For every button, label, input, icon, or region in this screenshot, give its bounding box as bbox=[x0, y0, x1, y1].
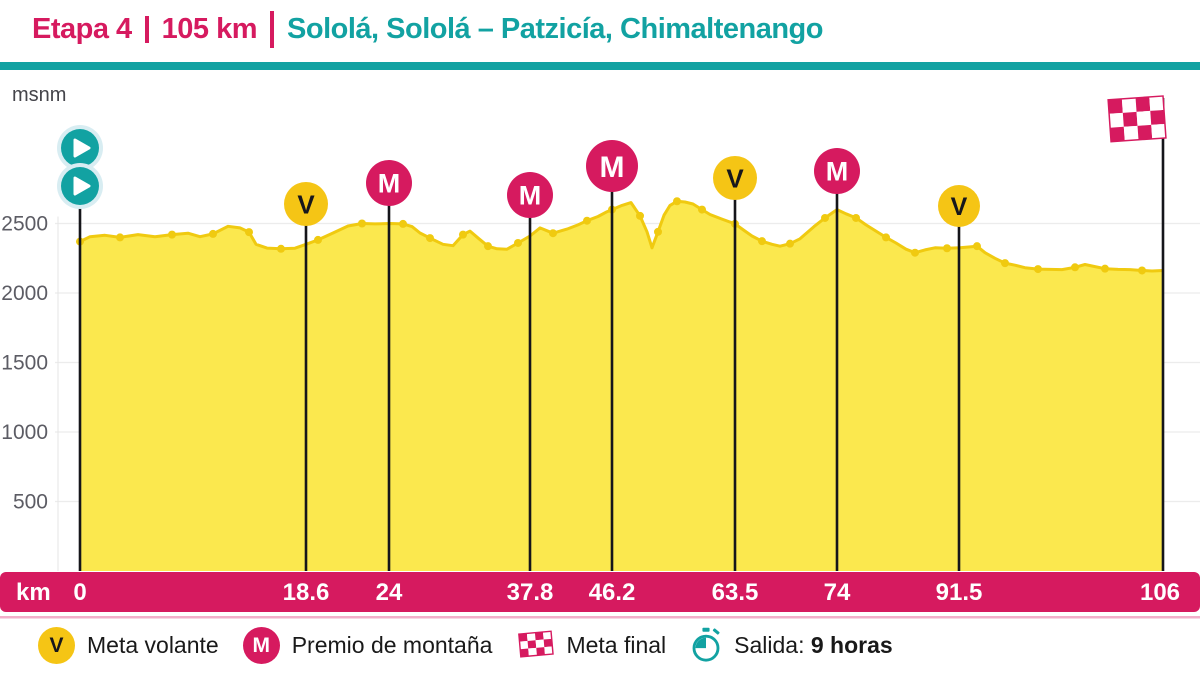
y-tick-label: 500 bbox=[13, 491, 48, 514]
svg-text:M: M bbox=[519, 181, 542, 211]
km-tick-label: 106 bbox=[1140, 579, 1180, 606]
profile-dot bbox=[911, 248, 919, 257]
profile-dot bbox=[852, 213, 860, 222]
profile-dot bbox=[358, 219, 366, 228]
profile-dot bbox=[484, 242, 492, 251]
meta-volante-marker: V bbox=[938, 185, 980, 571]
svg-text:M: M bbox=[600, 151, 625, 184]
profile-dot bbox=[116, 233, 124, 242]
y-tick-label: 2500 bbox=[1, 213, 48, 236]
stage-title: Etapa 4 bbox=[32, 13, 132, 45]
svg-text:M: M bbox=[826, 157, 849, 187]
profile-dot bbox=[673, 197, 681, 206]
header-rule bbox=[0, 62, 1200, 70]
profile-dot bbox=[549, 229, 557, 238]
premio-montana-icon: M bbox=[242, 627, 280, 664]
km-tick-label: 37.8 bbox=[507, 579, 554, 606]
km-bar bbox=[0, 572, 1200, 612]
profile-dot bbox=[1138, 266, 1146, 275]
meta-volante-marker: V bbox=[713, 156, 757, 571]
legend-meta-volante: V Meta volante bbox=[38, 627, 219, 664]
profile-dot bbox=[1001, 259, 1009, 268]
svg-text:V: V bbox=[297, 189, 315, 219]
legend-label-meta-volante: Meta volante bbox=[87, 632, 219, 658]
legend: V Meta volante M Premio de montaña Meta … bbox=[38, 627, 893, 664]
km-tick-label: 74 bbox=[824, 579, 851, 606]
y-tick-label: 1000 bbox=[1, 421, 48, 444]
premio-montana-marker: M bbox=[507, 172, 553, 571]
premio-montana-marker: M bbox=[366, 160, 412, 571]
profile-dot bbox=[654, 227, 662, 236]
profile-dot bbox=[514, 238, 522, 247]
profile-dot bbox=[1071, 263, 1079, 272]
legend-label-meta-final: Meta final bbox=[566, 632, 667, 658]
km-bar-hairline bbox=[0, 616, 1200, 619]
start-play-button[interactable] bbox=[57, 163, 103, 209]
km-tick-label: 46.2 bbox=[589, 579, 636, 606]
km-tick-label: 18.6 bbox=[283, 579, 330, 606]
legend-meta-final: Meta final bbox=[516, 629, 666, 662]
meta-volante-marker: V bbox=[284, 182, 328, 571]
profile-dot bbox=[459, 230, 467, 239]
y-tick-label: 2000 bbox=[1, 282, 48, 305]
profile-dot bbox=[943, 244, 951, 253]
svg-text:V: V bbox=[951, 193, 968, 221]
km-axis-label: km bbox=[16, 579, 51, 606]
legend-premio-montana: M Premio de montaña bbox=[242, 627, 493, 664]
stage-route: Sololá, Sololá – Patzicía, Chimaltenango bbox=[287, 13, 823, 45]
profile-dot bbox=[399, 219, 407, 228]
profile-area bbox=[80, 201, 1163, 572]
profile-dot bbox=[973, 242, 981, 251]
km-tick-label: 91.5 bbox=[936, 579, 983, 606]
header-divider bbox=[144, 16, 149, 43]
profile-dot bbox=[245, 228, 253, 237]
profile-dot bbox=[1034, 265, 1042, 274]
finish-flag-icon bbox=[1107, 95, 1167, 143]
profile-dot bbox=[698, 205, 706, 214]
legend-label-premio-montana: Premio de montaña bbox=[291, 632, 493, 658]
stage-distance: 105 km bbox=[161, 13, 258, 45]
svg-text:V: V bbox=[726, 163, 744, 193]
legend-label-salida: Salida: 9 horas bbox=[734, 632, 893, 658]
profile-dot bbox=[758, 237, 766, 246]
stopwatch-icon bbox=[692, 627, 720, 662]
km-tick-label: 63.5 bbox=[712, 579, 759, 606]
header: Etapa 4 105 km Sololá, Sololá – Patzicía… bbox=[32, 11, 823, 48]
profile-dot bbox=[314, 235, 322, 244]
start-play-button[interactable] bbox=[57, 125, 103, 171]
header-divider-2 bbox=[270, 11, 275, 48]
legend-salida: Salida: 9 horas bbox=[690, 627, 893, 664]
profile-dot bbox=[1101, 264, 1109, 273]
profile-dot bbox=[209, 229, 217, 238]
y-tick-label: 1500 bbox=[1, 352, 48, 375]
profile-dot bbox=[882, 233, 890, 242]
profile-dot bbox=[636, 211, 644, 220]
profile-dot bbox=[821, 213, 829, 222]
meta-volante-icon: V bbox=[38, 627, 75, 664]
km-tick-label: 0 bbox=[73, 579, 86, 606]
checkered-flag-icon bbox=[518, 630, 555, 658]
profile-dot bbox=[277, 244, 285, 253]
svg-text:M: M bbox=[378, 169, 401, 199]
premio-montana-marker: M bbox=[586, 140, 638, 571]
profile-dot bbox=[786, 239, 794, 248]
profile-dot bbox=[168, 230, 176, 239]
km-tick-label: 24 bbox=[376, 579, 403, 606]
y-axis-unit-label: msnm bbox=[12, 84, 67, 106]
profile-dot bbox=[426, 234, 434, 243]
premio-montana-marker: M bbox=[814, 148, 860, 571]
profile-dot bbox=[583, 216, 591, 225]
